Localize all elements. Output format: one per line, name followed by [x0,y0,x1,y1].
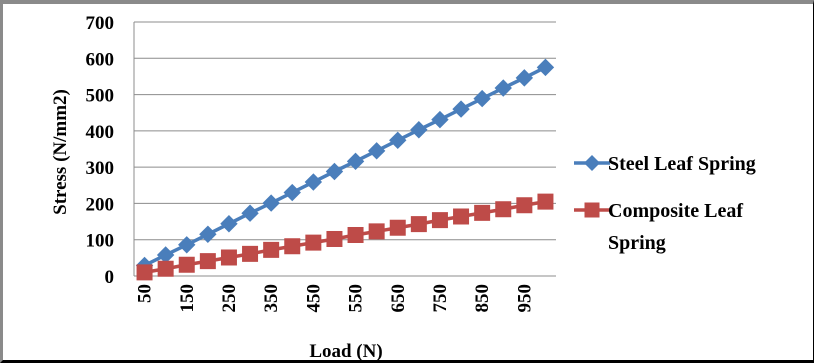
data-point [284,238,301,255]
data-point [431,212,448,229]
y-axis-title: Stress (N/mm2) [50,89,71,215]
data-point [156,246,175,264]
data-point [305,234,322,251]
legend-label: Spring [608,232,666,254]
data-point [242,245,259,262]
series-steel [135,58,555,275]
data-point [536,58,555,77]
x-tick-label: 650 [388,284,409,313]
series-composite [136,193,554,281]
x-tick-label: 850 [472,284,493,313]
data-point [367,142,386,160]
data-point [304,173,323,191]
data-point [220,249,237,266]
legend-marker [584,202,600,218]
grid [134,21,556,241]
x-tick-label: 450 [303,284,324,313]
legend-marker [584,155,600,171]
data-point [473,89,491,108]
data-point [515,69,534,87]
data-point [325,162,344,181]
x-tick-label: 950 [514,284,535,313]
data-point [346,152,365,171]
y-tick-label: 500 [86,86,115,107]
y-tick-label: 200 [86,194,115,215]
y-tick-label: 300 [86,158,115,179]
data-point [136,264,153,281]
data-point [368,223,385,240]
x-tick-label: 150 [177,284,198,313]
legend-label: Steel Leaf Spring [608,153,756,175]
data-point [263,241,280,258]
data-point [452,100,470,118]
x-tick-label: 350 [261,284,282,313]
y-tick-label: 100 [86,231,115,252]
y-tick-label: 600 [86,49,115,70]
x-tick-label: 750 [430,284,451,313]
data-point [283,183,301,202]
legend-item-composite: Composite Leaf Spring [574,200,743,254]
data-point [157,260,174,277]
data-point [262,194,280,212]
data-point [410,121,428,139]
data-point [220,215,238,233]
data-point [453,208,470,225]
data-point [178,236,196,254]
data-point [326,230,343,247]
tick-labels: 0 100 200 300 400 500 600 700 50 150 250 350 450 550 6… [86,13,536,313]
data-point [241,204,259,222]
series [135,58,555,281]
legend-label: Composite Leaf [608,200,743,222]
data-point [389,219,406,236]
data-point [494,79,512,97]
x-tick-label: 250 [219,284,240,313]
x-axis-title: Load (N) [309,341,382,362]
data-point [474,204,491,221]
y-tick-label: 400 [86,122,115,143]
legend-item-steel: Steel Leaf Spring [574,153,756,175]
y-tick-label: 0 [105,267,115,288]
legend: Steel Leaf Spring Composite Leaf Spring [574,153,756,254]
data-point [347,226,364,243]
data-point [389,131,407,149]
x-tick-label: 550 [346,284,367,313]
x-tick-label: 50 [135,284,156,303]
data-point [199,253,216,270]
data-point [495,201,512,218]
data-point [516,197,533,214]
data-point [431,110,449,129]
axes [133,22,556,277]
data-point [199,225,217,243]
y-tick-label: 700 [86,13,115,34]
data-point [410,216,427,233]
data-point [537,193,554,210]
data-point [178,256,195,273]
